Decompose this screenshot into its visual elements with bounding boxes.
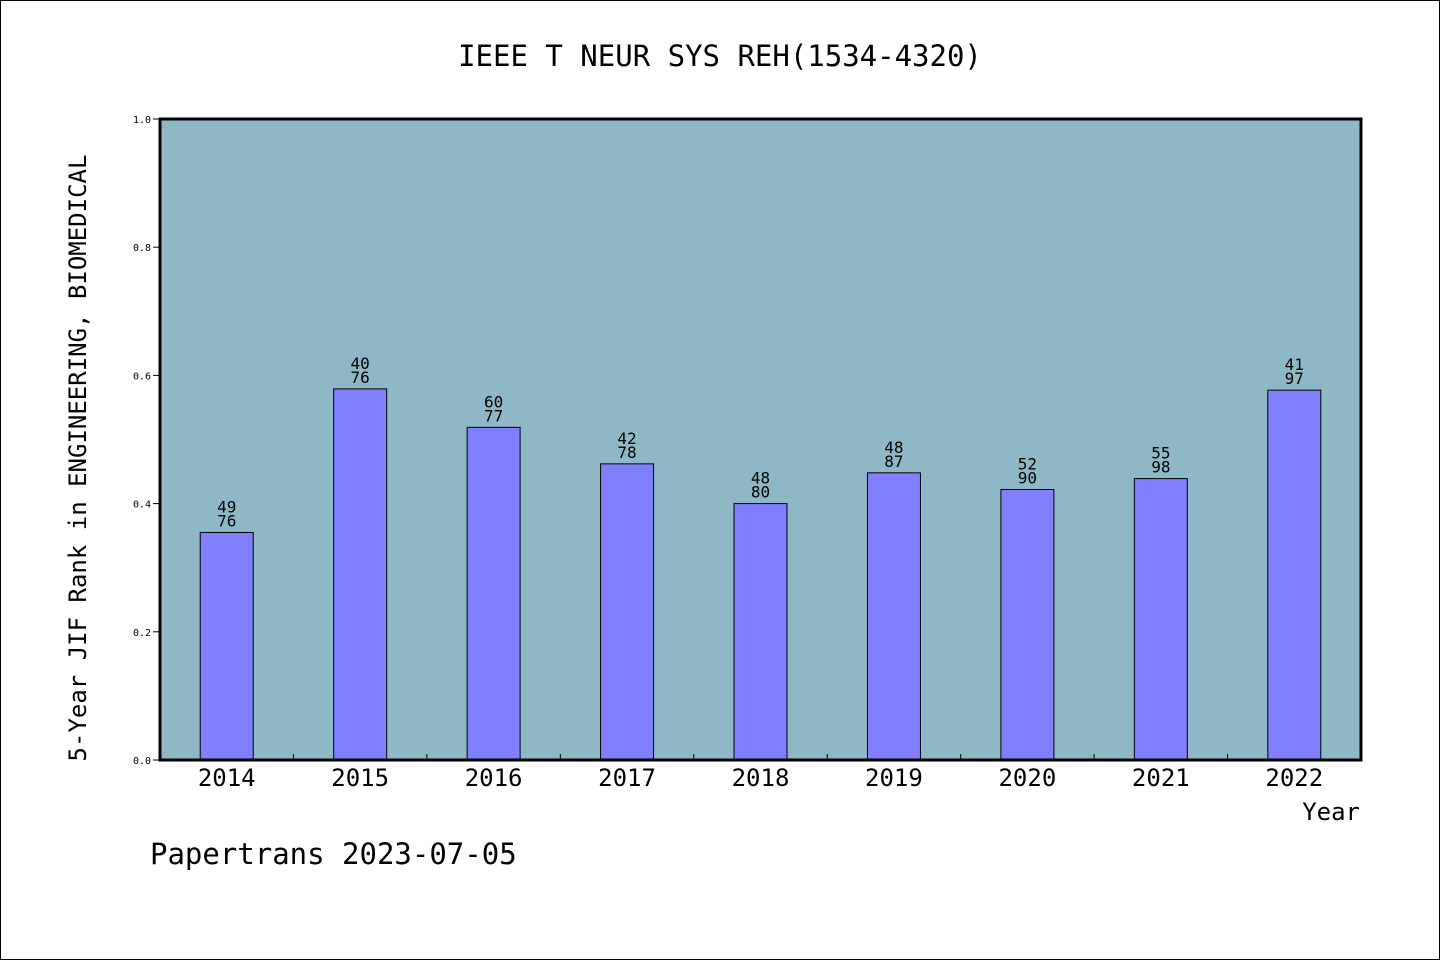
bar-label-bottom-2014: 76 bbox=[217, 511, 236, 530]
bar-label-bottom-2021: 98 bbox=[1151, 458, 1170, 477]
bar-label-top-2019: 48 bbox=[884, 438, 903, 457]
x-tick-label-2017: 2017 bbox=[598, 764, 656, 792]
y-tick-label-0.0: 0.0 bbox=[133, 756, 151, 767]
y-tick-label-0.6: 0.6 bbox=[133, 371, 151, 382]
x-tick-label-2015: 2015 bbox=[331, 764, 389, 792]
bar-label-top-2014: 49 bbox=[217, 497, 236, 516]
bar-label-top-2017: 42 bbox=[617, 429, 636, 448]
bar-label-top-2022: 41 bbox=[1285, 355, 1304, 374]
x-tick-label-2018: 2018 bbox=[732, 764, 790, 792]
bar-label-bottom-2019: 87 bbox=[884, 452, 903, 471]
bar-label-bottom-2022: 97 bbox=[1285, 369, 1304, 388]
bar-label-bottom-2015: 76 bbox=[351, 368, 370, 387]
bar-label-top-2020: 52 bbox=[1018, 454, 1037, 473]
bar-2015 bbox=[333, 388, 388, 761]
bar-2019 bbox=[866, 472, 921, 761]
x-tick-label-2020: 2020 bbox=[998, 764, 1056, 792]
bar-label-bottom-2020: 90 bbox=[1018, 468, 1037, 487]
bar-label-top-2021: 55 bbox=[1151, 444, 1170, 463]
bar-2018 bbox=[733, 503, 788, 761]
bar-label-top-2015: 40 bbox=[351, 354, 370, 373]
x-tick-label-2016: 2016 bbox=[465, 764, 523, 792]
y-tick-label-0.8: 0.8 bbox=[133, 243, 151, 254]
footer-credit: Papertrans 2023-07-05 bbox=[150, 837, 517, 871]
bar-2020 bbox=[1000, 488, 1055, 761]
bar-label-bottom-2016: 77 bbox=[484, 406, 503, 425]
bar-label-top-2018: 48 bbox=[751, 469, 770, 488]
bar-label-bottom-2018: 80 bbox=[751, 483, 770, 502]
plot-border bbox=[158, 117, 1363, 762]
x-axis-label: Year bbox=[1302, 798, 1360, 826]
bar-label-top-2016: 60 bbox=[484, 392, 503, 411]
y-tick-label-0.4: 0.4 bbox=[133, 500, 151, 511]
y-axis-label: 5-Year JIF Rank in ENGINEERING, BIOMEDIC… bbox=[64, 155, 92, 762]
bar-2017 bbox=[600, 463, 655, 761]
x-tick-label-2014: 2014 bbox=[198, 764, 256, 792]
x-tick-label-2021: 2021 bbox=[1132, 764, 1190, 792]
bar-2014 bbox=[199, 531, 254, 761]
bar-2022 bbox=[1267, 389, 1322, 761]
bar-2021 bbox=[1133, 478, 1188, 761]
chart-title: IEEE T NEUR SYS REH(1534-4320) bbox=[458, 39, 982, 73]
x-tick-label-2022: 2022 bbox=[1265, 764, 1323, 792]
bar-2016 bbox=[466, 426, 521, 761]
x-tick-label-2019: 2019 bbox=[865, 764, 923, 792]
y-tick-label-1.0: 1.0 bbox=[133, 115, 151, 126]
y-tick-label-0.2: 0.2 bbox=[133, 628, 151, 639]
bar-label-bottom-2017: 78 bbox=[617, 443, 636, 462]
